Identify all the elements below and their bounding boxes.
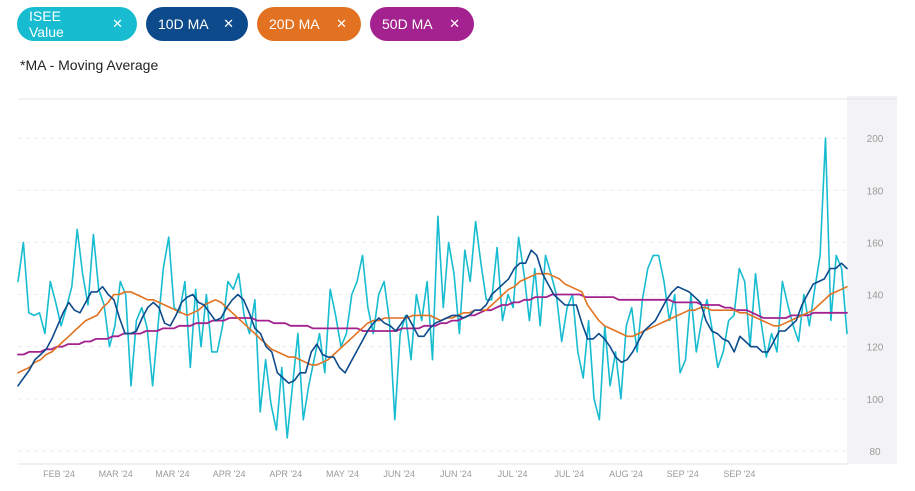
close-icon[interactable]: ✕ (223, 16, 234, 31)
x-tick-label: APR '24 (269, 469, 302, 479)
filter-chip-isee-value[interactable]: ISEE Value ✕ (17, 7, 137, 41)
filter-chip-50d-ma[interactable]: 50D MA ✕ (370, 7, 474, 41)
y-tick-label: 160 (867, 238, 884, 249)
x-tick-label: SEP '24 (667, 469, 699, 479)
x-tick-label: AUG '24 (609, 469, 643, 479)
filter-chip-label: 20D MA (269, 16, 320, 32)
y-tick-label: 120 (867, 343, 884, 354)
y-tick-label: 80 (869, 447, 881, 458)
x-tick-label: JUN '24 (383, 469, 415, 479)
x-tick-label: JUL '24 (554, 469, 584, 479)
y-tick-label: 100 (867, 395, 884, 406)
filter-chip-label: ISEE Value (29, 8, 64, 40)
x-tick-label: JUN '24 (440, 469, 472, 479)
x-tick-label: SEP '24 (723, 469, 755, 479)
x-tick-label: MAY '24 (326, 469, 359, 479)
series-filter-chips: ISEE Value ✕ 10D MA ✕ 20D MA ✕ 50D MA ✕ (17, 7, 474, 41)
y-axis-band (847, 96, 897, 464)
close-icon[interactable]: ✕ (449, 16, 460, 31)
filter-chip-label: 10D MA (158, 16, 209, 32)
filter-chip-label: 50D MA (382, 16, 433, 32)
x-tick-label: MAR '24 (99, 469, 133, 479)
series-line-10d-ma (17, 249, 848, 387)
series-line-isee-value (17, 137, 848, 439)
filter-chip-20d-ma[interactable]: 20D MA ✕ (257, 7, 361, 41)
x-tick-label: MAR '24 (155, 469, 189, 479)
close-icon[interactable]: ✕ (336, 16, 347, 31)
line-chart: 80 100 120 140 160 180 200 FEB '24 MAR '24 MAR '2… (17, 96, 897, 479)
series-line-20d-ma (17, 272, 848, 374)
moving-average-note: *MA - Moving Average (20, 57, 159, 73)
y-tick-label: 140 (867, 291, 884, 302)
y-tick-label: 180 (867, 186, 884, 197)
x-tick-label: FEB '24 (43, 469, 75, 479)
filter-chip-10d-ma[interactable]: 10D MA ✕ (146, 7, 248, 41)
x-tick-label: APR '24 (213, 469, 246, 479)
close-icon[interactable]: ✕ (112, 16, 123, 31)
y-tick-label: 200 (867, 134, 884, 145)
x-tick-label: JUL '24 (498, 469, 528, 479)
